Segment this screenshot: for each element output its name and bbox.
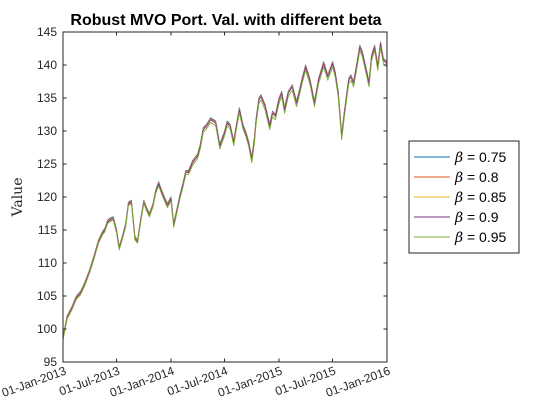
plot-area: 95 100 105 110 115 120 125 130 135 140 145 01-Jan-… [0,25,392,400]
y-tick-label: 125 [37,157,57,171]
y-tick-label: 120 [37,190,57,204]
legend-label-2: β = 0.8 [454,169,499,186]
plot-background [63,32,387,362]
legend-label-1: β = 0.75 [454,149,507,166]
y-tick-label: 115 [38,223,57,237]
y-tick-label: 130 [37,124,57,138]
y-tick-label: 100 [37,322,57,336]
y-tick-label: 135 [37,91,57,105]
legend-label-4: β = 0.9 [454,209,499,226]
chart-title: Robust MVO Port. Val. with different bet… [70,12,381,29]
x-tick-label: 01-Jan-2013 [0,364,68,400]
y-axis: 95 100 105 110 115 120 125 130 135 140 145 [37,25,387,369]
series-layer [62,41,388,341]
y-tick-label: 105 [37,289,57,303]
legend-label-3: β = 0.85 [454,189,507,206]
y-tick-label: 145 [37,25,57,39]
legend: β = 0.75 β = 0.8 β = 0.85 β = 0.9 β = 0.95 [408,140,520,254]
series-line-5 [62,46,388,341]
legend-label-5: β = 0.95 [454,229,507,246]
y-tick-label: 140 [37,58,57,72]
y-axis-label: Value [10,178,26,218]
y-tick-label: 95 [44,355,58,369]
y-tick-label: 110 [38,256,57,270]
